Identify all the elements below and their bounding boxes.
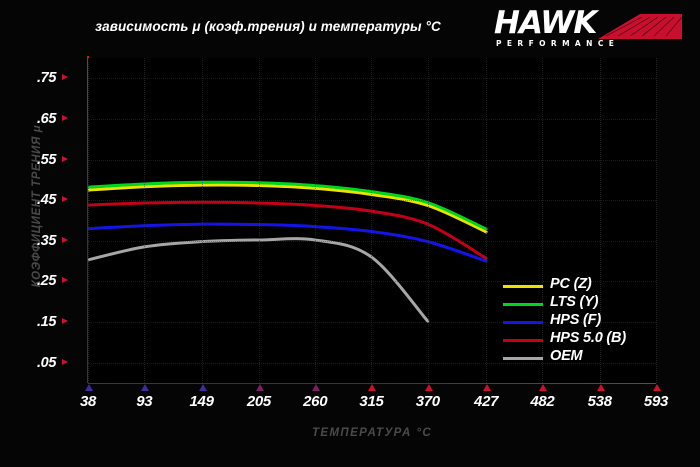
legend-label: PC (Z) <box>550 276 592 292</box>
y-tick: .15 <box>0 314 88 330</box>
y-tick: .05 <box>0 355 88 371</box>
plot-area <box>88 58 657 383</box>
series-line-pc-z <box>88 183 488 234</box>
gridline-horizontal <box>88 159 656 161</box>
y-tick: .55 <box>0 152 88 168</box>
y-tick: .35 <box>0 233 88 249</box>
gridline-vertical <box>144 58 146 383</box>
y-tick-arrow-icon <box>62 358 68 365</box>
legend-label: HPS (F) <box>550 312 601 328</box>
gridline-vertical <box>599 58 601 383</box>
x-tick-label: 260 <box>303 393 328 410</box>
logo-subtitle: PERFORMANCE <box>496 39 620 48</box>
y-tick-label: .05 <box>37 354 56 371</box>
series-line-hps-5-0-b <box>88 200 488 260</box>
x-tick-label: 93 <box>136 393 153 410</box>
gridline-vertical <box>656 58 657 383</box>
x-tick-arrow-icon <box>312 384 321 391</box>
y-tick-label: .65 <box>37 110 56 127</box>
y-tick-arrow-icon <box>62 114 68 121</box>
gridline-vertical <box>427 58 429 383</box>
x-tick-label: 370 <box>415 393 440 410</box>
y-tick-label: .25 <box>37 273 56 290</box>
legend: PC (Z) LTS (Y) HPS (F) HPS 5.0 (B) OEM <box>500 276 660 378</box>
x-tick-arrow-icon <box>596 384 605 391</box>
legend-item[interactable]: HPS 5.0 (B) <box>500 330 660 350</box>
y-tick: .45 <box>0 192 88 208</box>
y-tick-arrow-icon <box>62 318 68 325</box>
x-tick-arrow-icon <box>539 384 548 391</box>
x-tick-arrow-icon <box>198 384 207 391</box>
y-tick-label: .55 <box>37 151 56 168</box>
x-tick-label: 593 <box>643 393 669 410</box>
x-tick-label: 205 <box>246 393 271 410</box>
y-tick-arrow-icon <box>62 155 68 162</box>
legend-color-swatch <box>503 285 543 288</box>
gridline-horizontal <box>88 322 656 324</box>
x-tick-label: 482 <box>530 393 555 410</box>
series-line-lts-y <box>88 180 488 231</box>
chart-title: зависимость μ (коэф.трения) и температур… <box>95 19 441 34</box>
x-tick-label: 149 <box>189 393 214 410</box>
y-tick-arrow-icon <box>62 236 68 243</box>
legend-color-swatch <box>503 303 543 306</box>
gridline-vertical <box>258 58 260 383</box>
x-axis-title: ТЕМПЕРАТУРА °C <box>311 427 433 439</box>
legend-label: LTS (Y) <box>550 294 599 310</box>
x-tick-label: 38 <box>79 393 97 410</box>
legend-color-swatch <box>503 321 543 324</box>
y-tick: .65 <box>0 111 88 127</box>
y-tick-label: .35 <box>37 232 56 249</box>
y-tick-label: .75 <box>37 70 56 87</box>
y-tick-label: .45 <box>37 192 56 209</box>
legend-label: HPS 5.0 (B) <box>550 330 626 346</box>
series-line-hps-f <box>88 222 488 263</box>
gridline-vertical <box>315 58 317 383</box>
gridline-vertical <box>486 58 488 383</box>
legend-color-swatch <box>503 357 543 360</box>
hawk-wing-icon <box>596 12 686 42</box>
legend-item[interactable]: LTS (Y) <box>500 294 660 314</box>
x-tick-label: 315 <box>359 393 384 410</box>
x-tick-arrow-icon <box>483 384 492 391</box>
gridline-vertical <box>371 58 373 383</box>
gridline-horizontal <box>88 362 656 364</box>
x-tick-arrow-icon <box>85 384 93 391</box>
y-tick-arrow-icon <box>62 74 68 81</box>
gridline-horizontal <box>88 240 656 242</box>
x-tick-arrow-icon <box>368 384 377 391</box>
x-tick-arrow-icon <box>141 384 150 391</box>
hawk-performance-logo: HAWK PERFORMANCE <box>488 5 688 52</box>
x-tick-arrow-icon <box>653 384 661 391</box>
gridline-horizontal <box>88 118 656 120</box>
legend-item[interactable]: PC (Z) <box>500 276 660 296</box>
y-tick: .75 <box>0 70 88 86</box>
gridline-horizontal <box>88 281 656 283</box>
gridline-vertical <box>88 58 89 383</box>
series-line-oem <box>88 237 430 323</box>
x-tick-label: 427 <box>474 393 499 410</box>
legend-item[interactable]: OEM <box>500 348 660 368</box>
y-tick-arrow-icon <box>62 277 68 284</box>
legend-label: OEM <box>550 348 583 364</box>
gridline-horizontal <box>88 78 656 80</box>
y-tick-arrow-icon <box>62 196 68 203</box>
x-tick-arrow-icon <box>424 384 433 391</box>
legend-color-swatch <box>503 339 543 342</box>
gridline-vertical <box>201 58 203 383</box>
gridline-horizontal <box>88 200 656 202</box>
x-tick-label: 538 <box>587 393 612 410</box>
gridline-vertical <box>542 58 544 383</box>
legend-item[interactable]: HPS (F) <box>500 312 660 332</box>
y-tick-label: .15 <box>37 314 56 331</box>
x-tick-arrow-icon <box>255 384 264 391</box>
logo-wordmark: HAWK <box>494 5 597 41</box>
x-axis-line <box>88 382 656 384</box>
y-tick: .25 <box>0 273 88 289</box>
